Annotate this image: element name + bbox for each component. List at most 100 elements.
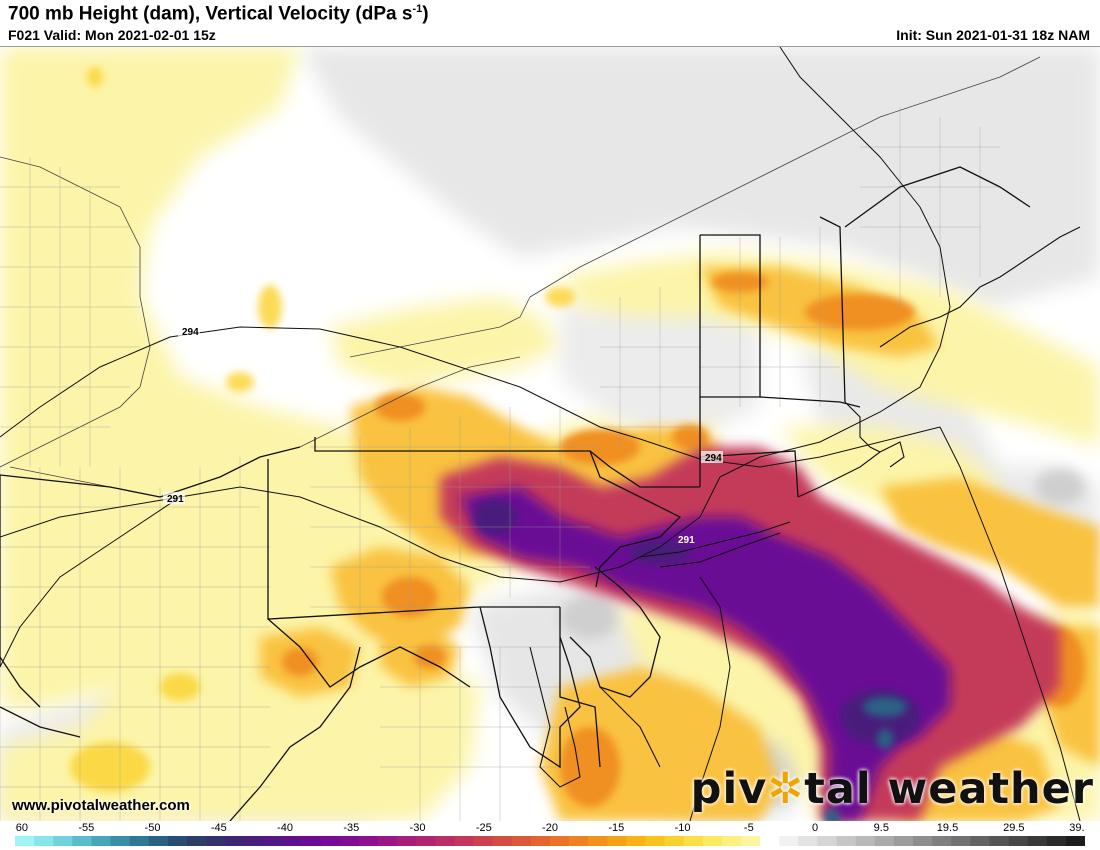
- color-swatch: [186, 836, 207, 846]
- color-scale-svg: -60-55-50-45-40-35-30-25-20-15-10-509.51…: [15, 822, 1085, 846]
- color-swatch: [34, 836, 54, 846]
- color-swatch: [339, 836, 360, 846]
- contour-label-291-east: 291: [678, 535, 695, 546]
- color-swatch: [320, 836, 341, 846]
- color-swatch: [397, 836, 417, 846]
- color-swatch: [645, 836, 665, 846]
- color-scale-label: 0: [812, 822, 818, 834]
- color-scale-label: -40: [277, 822, 293, 834]
- color-swatch: [91, 836, 111, 846]
- website-url: www.pivotalweather.com: [12, 797, 190, 814]
- color-swatch: [607, 836, 627, 846]
- color-swatch: [1008, 836, 1028, 846]
- color-swatch: [282, 836, 302, 846]
- color-swatch: [473, 836, 493, 846]
- coastlines: [529, 226, 1081, 788]
- intense-ascent-core: [460, 487, 950, 821]
- color-swatch: [989, 836, 1009, 846]
- contour-label-bg: [178, 325, 200, 337]
- color-scale-label: -15: [608, 822, 624, 834]
- color-scale-bar: -60-55-50-45-40-35-30-25-20-15-10-509.51…: [15, 820, 1085, 850]
- color-swatch: [129, 836, 150, 846]
- color-swatch: [798, 836, 818, 846]
- color-swatch: [511, 836, 532, 846]
- contour-label-294-east: 294: [705, 453, 722, 464]
- color-swatch: [206, 836, 226, 846]
- color-swatch: [970, 836, 990, 846]
- color-swatch: [817, 836, 837, 846]
- pivotal-weather-logo: piv✲tal weather: [691, 764, 1094, 814]
- map-title: 700 mb Height (dam), Vertical Velocity (…: [8, 3, 429, 25]
- color-scale-label: -10: [675, 822, 691, 834]
- state-borders: [0, 166, 1031, 821]
- color-swatch: [626, 836, 646, 846]
- title-end: ): [422, 3, 429, 25]
- color-swatch: [760, 836, 780, 846]
- extreme-ascent-spots: [824, 697, 907, 821]
- color-swatch: [492, 836, 513, 846]
- color-swatch: [148, 836, 169, 846]
- color-swatch: [244, 836, 264, 846]
- color-swatch: [683, 836, 704, 846]
- color-scale-label: 9.5: [874, 822, 889, 834]
- color-swatch: [167, 836, 188, 846]
- color-swatch: [874, 836, 895, 846]
- color-scale-label: 39.5: [1069, 822, 1085, 834]
- contour-label-294-west: 294: [182, 327, 199, 338]
- color-scale-label: -25: [476, 822, 492, 834]
- title-superscript: -1: [412, 3, 423, 15]
- color-swatch: [855, 836, 876, 846]
- color-swatch: [358, 836, 379, 846]
- color-swatch: [301, 836, 322, 846]
- color-swatch: [836, 836, 857, 846]
- color-scale-label: -60: [15, 822, 28, 834]
- color-swatch: [702, 836, 723, 846]
- color-swatch: [1046, 836, 1067, 846]
- logo-text-end: tal weather: [804, 764, 1094, 814]
- scattered-cells: [70, 67, 575, 792]
- color-swatch: [263, 836, 283, 846]
- color-scale-label: -20: [542, 822, 558, 834]
- init-time: Init: Sun 2021-01-31 18z NAM: [896, 27, 1090, 43]
- color-swatch: [416, 836, 436, 846]
- logo-text-start: piv: [690, 764, 768, 814]
- color-swatch: [435, 836, 455, 846]
- color-swatch: [72, 836, 92, 846]
- color-swatch: [664, 836, 685, 846]
- color-swatch: [913, 836, 933, 846]
- contour-labels: 294 291 294 291: [163, 325, 723, 546]
- map-canvas: 294 291 294 291: [0, 47, 1100, 821]
- color-swatch: [569, 836, 589, 846]
- color-swatch: [15, 836, 35, 846]
- color-swatch: [951, 836, 971, 846]
- color-swatch: [932, 836, 952, 846]
- color-swatch: [110, 836, 130, 846]
- color-swatch: [225, 836, 245, 846]
- color-scale-label: -5: [744, 822, 754, 834]
- sun-gear-icon: ✲: [767, 764, 805, 814]
- color-swatch: [893, 836, 914, 846]
- contour-label-291-west: 291: [167, 494, 184, 505]
- color-scale-label: 19.5: [937, 822, 958, 834]
- color-scale-label: -35: [343, 822, 359, 834]
- color-swatch: [1065, 836, 1085, 846]
- color-scale-label: -45: [211, 822, 227, 834]
- color-swatch: [53, 836, 73, 846]
- color-swatch: [378, 836, 398, 846]
- contour-label-bg: [701, 451, 723, 463]
- color-scale-label: 29.5: [1003, 822, 1024, 834]
- color-swatch: [741, 836, 761, 846]
- color-scale-label: -50: [145, 822, 161, 834]
- color-swatch: [530, 836, 551, 846]
- contour-label-bg: [163, 492, 185, 504]
- color-swatch: [1027, 836, 1048, 846]
- color-scale-label: -30: [410, 822, 426, 834]
- color-swatch: [588, 836, 608, 846]
- height-contours: [0, 47, 1081, 821]
- color-swatch: [779, 836, 799, 846]
- weather-map[interactable]: 294 291 294 291: [0, 46, 1100, 821]
- color-swatch: [454, 836, 474, 846]
- county-grid: [0, 107, 1000, 821]
- color-scale-label: -55: [78, 822, 94, 834]
- title-text: 700 mb Height (dam), Vertical Velocity (…: [8, 3, 413, 25]
